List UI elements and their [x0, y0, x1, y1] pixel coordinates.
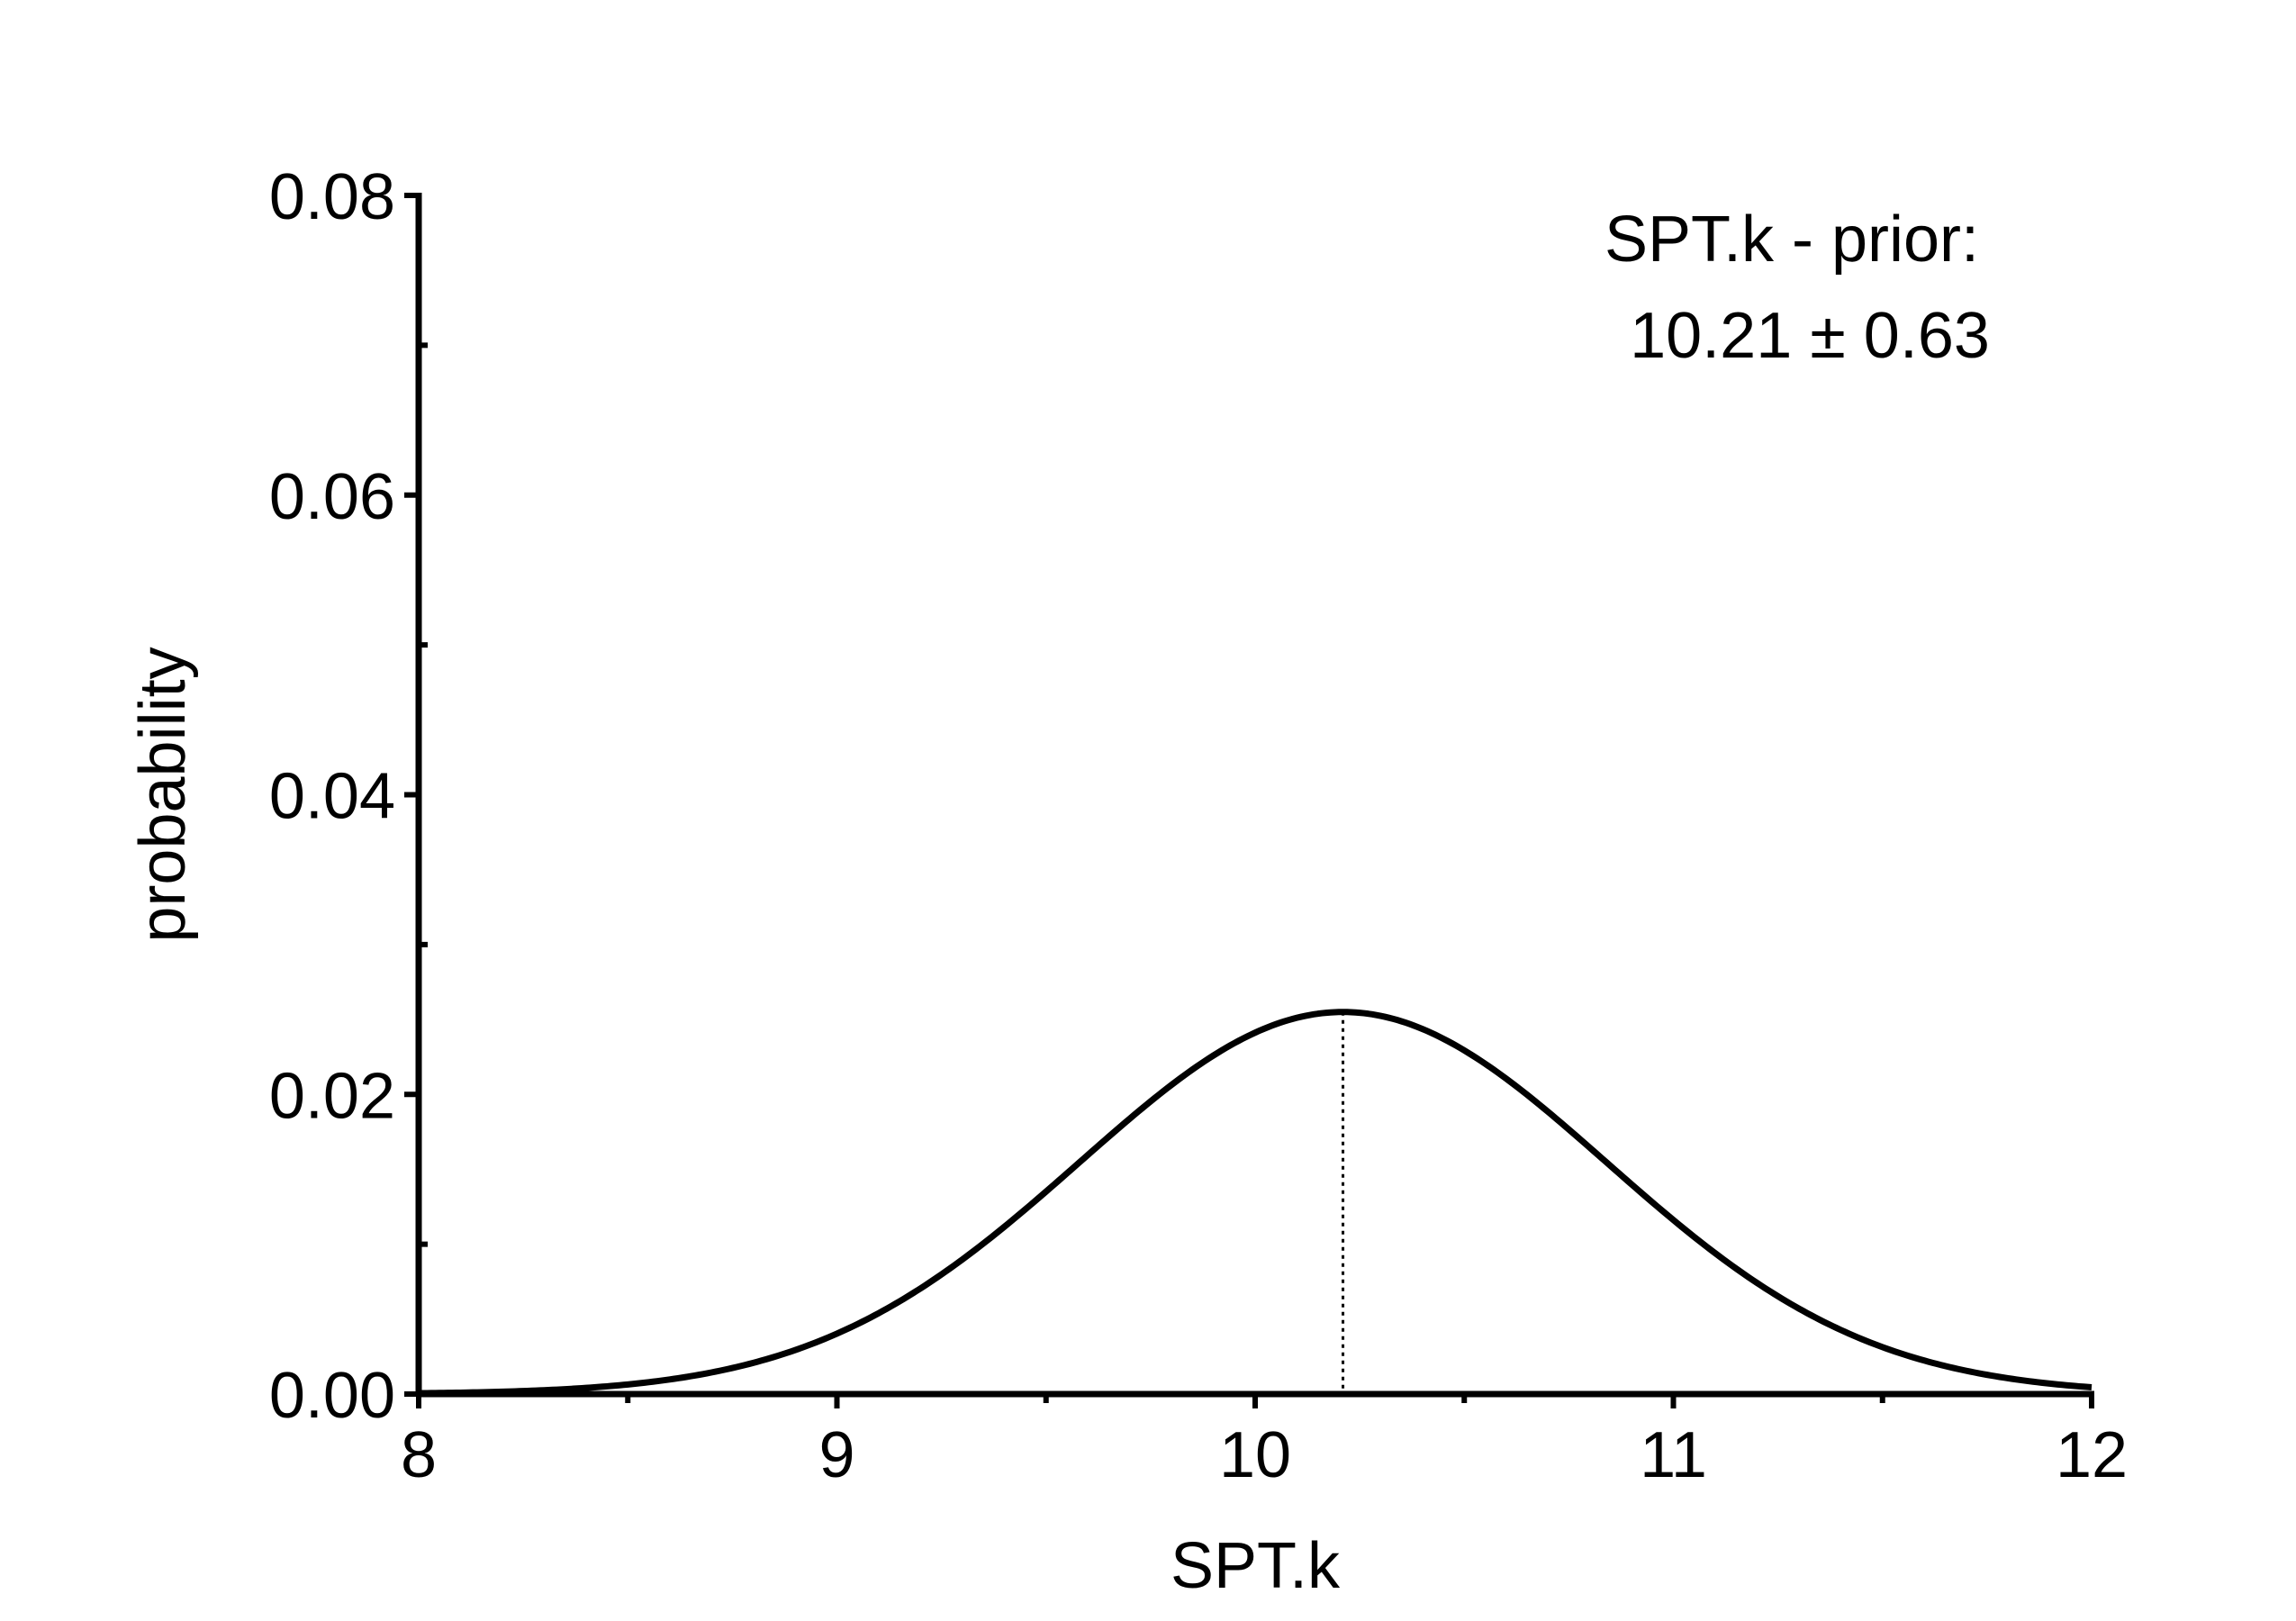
plot-area: [418, 1009, 2093, 1397]
x-tick-label: 10: [1219, 1419, 1291, 1491]
axes: 8 9 10 11 12 0.00 0.02 0.04 0.06 0.08: [269, 161, 2128, 1491]
y-tick-label: 0.02: [269, 1060, 395, 1132]
x-tick-label: 12: [2056, 1419, 2128, 1491]
annotation-title: SPT.k - prior:: [1604, 204, 1979, 276]
x-axis-ticks: 8 9 10 11 12: [401, 1394, 2128, 1491]
y-tick-label: 0.04: [269, 761, 395, 833]
x-tick-label: 11: [1640, 1419, 1707, 1491]
y-tick-label: 0.08: [269, 161, 395, 233]
density-curve: [418, 1009, 2093, 1397]
x-tick-label: 8: [401, 1419, 437, 1491]
annotation-value: 10.21 ± 0.63: [1630, 300, 1990, 372]
y-tick-label: 0.06: [269, 461, 395, 533]
y-tick-label: 0.00: [269, 1360, 395, 1432]
y-axis-ticks: 0.00 0.02 0.04 0.06 0.08: [269, 161, 428, 1432]
y-axis-label: probability: [127, 647, 199, 942]
x-axis-label: SPT.k: [1171, 1530, 1341, 1602]
x-tick-label: 9: [818, 1419, 854, 1491]
